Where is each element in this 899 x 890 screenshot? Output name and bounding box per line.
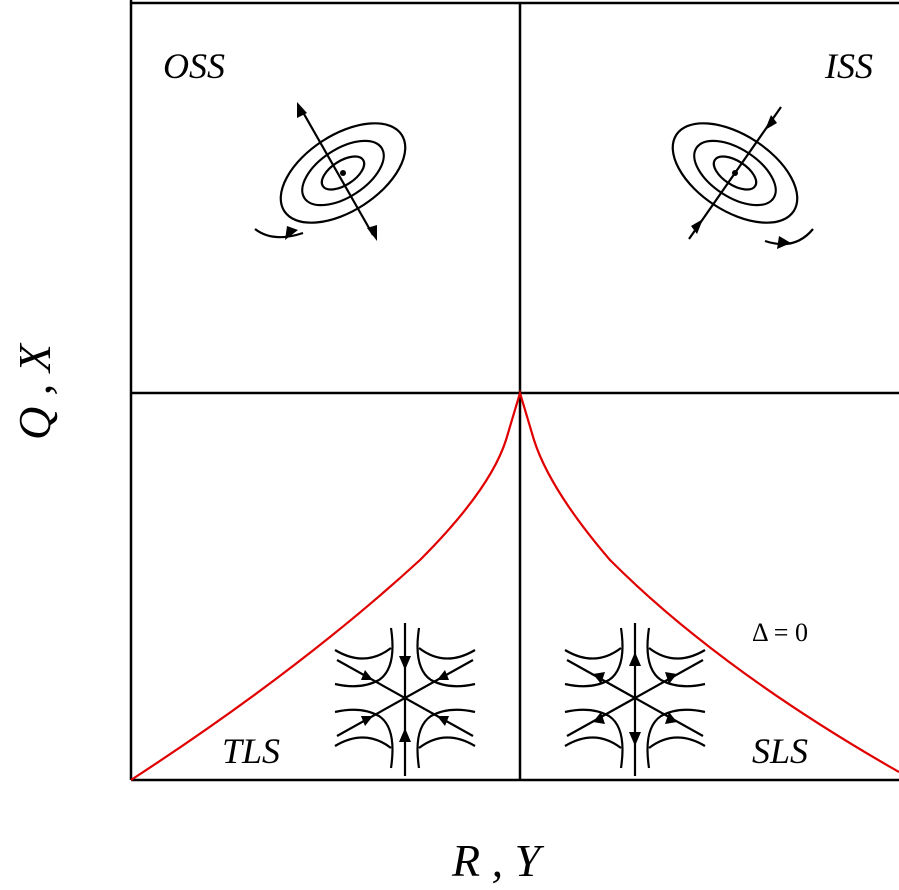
three-saddle-flow-icon [564,623,706,776]
discriminant-zero-curve [130,389,899,781]
inward-spiral-saddle-icon [671,106,814,249]
x-axis-label: R , Y [451,835,545,886]
three-saddle-flow-icon [334,623,476,776]
region-label-tls: TLS [222,731,280,771]
diagram-frame [129,0,899,782]
region-label-sls: SLS [752,731,808,771]
region-label-iss: ISS [824,46,873,86]
outward-spiral-saddle-icon [254,102,407,241]
y-axis-label: Q , X [9,342,60,440]
boundary-label: Δ = 0 [752,618,808,647]
region-label-oss: OSS [163,46,225,86]
